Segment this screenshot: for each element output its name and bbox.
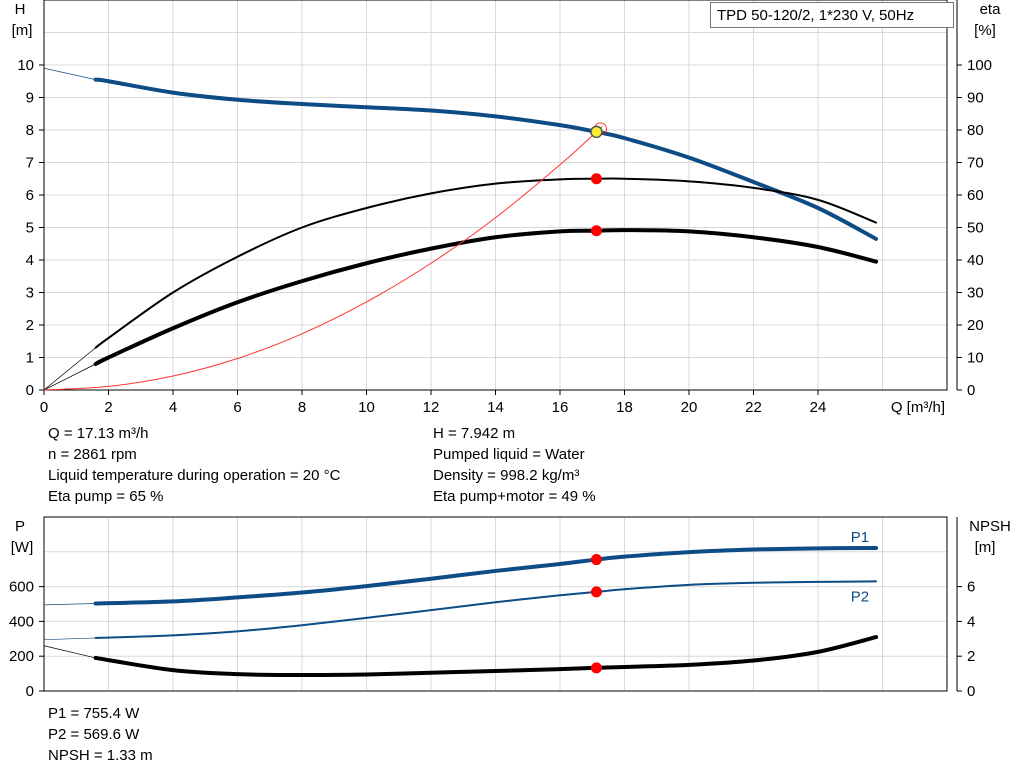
series-label-p1: P1	[851, 529, 869, 546]
duty-point-marker	[590, 125, 603, 139]
p1-extrapolation	[43, 603, 96, 606]
info-liquid: Pumped liquid = Water	[433, 446, 585, 463]
y-tick-label: 3	[26, 285, 34, 302]
x-tick-label: 2	[104, 399, 112, 416]
operating-point-npsh	[590, 662, 602, 674]
info-npsh: NPSH = 1.33 m	[48, 747, 153, 764]
x-tick-label: 10	[358, 399, 375, 416]
info-left: Q = 17.13 m³/h n = 2861 rpm Liquid tempe…	[48, 423, 340, 507]
y-axis-label: P	[15, 518, 25, 535]
y-tick-label: 0	[26, 382, 34, 399]
y-tick-label: 10	[17, 57, 34, 74]
x-tick-label: 4	[169, 399, 177, 416]
operating-point-eta-pump-motor	[590, 225, 602, 237]
x-tick-label: 12	[423, 399, 440, 416]
system-curve-curve	[43, 126, 603, 391]
info-right: H = 7.942 m Pumped liquid = Water Densit…	[433, 423, 596, 507]
x-tick-label: 14	[487, 399, 504, 416]
x-tick-label: 0	[40, 399, 48, 416]
y2-tick-label: 80	[967, 122, 984, 139]
x-axis-label: Q [m³/h]	[891, 399, 945, 416]
p1-curve	[93, 545, 879, 606]
info-temp: Liquid temperature during operation = 20…	[48, 467, 341, 484]
x-tick-label: 18	[616, 399, 633, 416]
y2-axis-unit: [m]	[975, 539, 996, 556]
plot-frame	[43, 516, 948, 692]
operating-point-p2	[590, 586, 602, 598]
operating-point-p1	[590, 554, 602, 566]
y-tick-label: 5	[26, 220, 34, 237]
eta-pump-motor-extrapolation	[43, 363, 96, 391]
series-label-p2: P2	[851, 588, 869, 605]
y2-tick-label: 4	[967, 613, 975, 630]
y-axis-label: H	[15, 1, 26, 18]
info-bottom: P1 = 755.4 W P2 = 569.6 W NPSH = 1.33 m	[48, 703, 153, 766]
y-tick-label: 600	[9, 579, 34, 596]
y2-tick-label: 70	[967, 155, 984, 172]
y-tick-label: 0	[26, 683, 34, 700]
y2-tick-label: 10	[967, 350, 984, 367]
y2-axis-unit: [%]	[974, 22, 996, 39]
eta-pump-motor-curve	[93, 228, 879, 366]
eta-pump-extrapolation	[43, 347, 96, 391]
head-extrapolation	[43, 67, 96, 80]
y-axis-unit: [W]	[11, 539, 34, 556]
y2-tick-label: 20	[967, 317, 984, 334]
y-tick-label: 7	[26, 155, 34, 172]
x-tick-label: 22	[745, 399, 762, 416]
p2-extrapolation	[43, 637, 96, 641]
x-tick-label: 16	[552, 399, 569, 416]
info-p2: P2 = 569.6 W	[48, 726, 140, 743]
y2-tick-label: 50	[967, 220, 984, 237]
info-p1: P1 = 755.4 W	[48, 705, 140, 722]
y-tick-label: 4	[26, 252, 34, 269]
y2-tick-label: 2	[967, 648, 975, 665]
y-tick-label: 6	[26, 187, 34, 204]
y2-tick-label: 100	[967, 57, 992, 74]
y-axis-unit: [m]	[12, 22, 33, 39]
y2-tick-label: 6	[967, 579, 975, 596]
y-tick-label: 8	[26, 122, 34, 139]
npsh-curve	[93, 635, 879, 678]
y2-tick-label: 0	[967, 683, 975, 700]
head-curve	[93, 77, 879, 241]
info-density: Density = 998.2 kg/m³	[433, 467, 580, 484]
info-eta-total: Eta pump+motor = 49 %	[433, 488, 596, 505]
y2-axis-label: eta	[980, 1, 1002, 18]
info-n: n = 2861 rpm	[48, 446, 137, 463]
info-eta-pump: Eta pump = 65 %	[48, 488, 164, 505]
pump-title: TPD 50-120/2, 1*230 V, 50Hz	[710, 2, 954, 28]
y-tick-label: 2	[26, 317, 34, 334]
npsh-extrapolation	[43, 645, 96, 659]
y-tick-label: 400	[9, 613, 34, 630]
y-tick-label: 1	[26, 350, 34, 367]
y-tick-label: 200	[9, 648, 34, 665]
x-tick-label: 24	[810, 399, 827, 416]
eta-pump-curve	[94, 177, 878, 349]
y2-tick-label: 40	[967, 252, 984, 269]
y2-tick-label: 90	[967, 90, 984, 107]
y2-axis-label: NPSH	[969, 518, 1011, 535]
x-tick-label: 8	[298, 399, 306, 416]
x-tick-label: 20	[681, 399, 698, 416]
info-h: H = 7.942 m	[433, 425, 516, 442]
y-tick-label: 9	[26, 90, 34, 107]
y2-tick-label: 0	[967, 382, 975, 399]
y2-tick-label: 60	[967, 187, 984, 204]
y2-tick-label: 30	[967, 285, 984, 302]
x-tick-label: 6	[233, 399, 241, 416]
operating-point-eta-pump	[590, 173, 602, 185]
p2-curve	[94, 580, 878, 639]
info-q: Q = 17.13 m³/h	[48, 425, 149, 442]
